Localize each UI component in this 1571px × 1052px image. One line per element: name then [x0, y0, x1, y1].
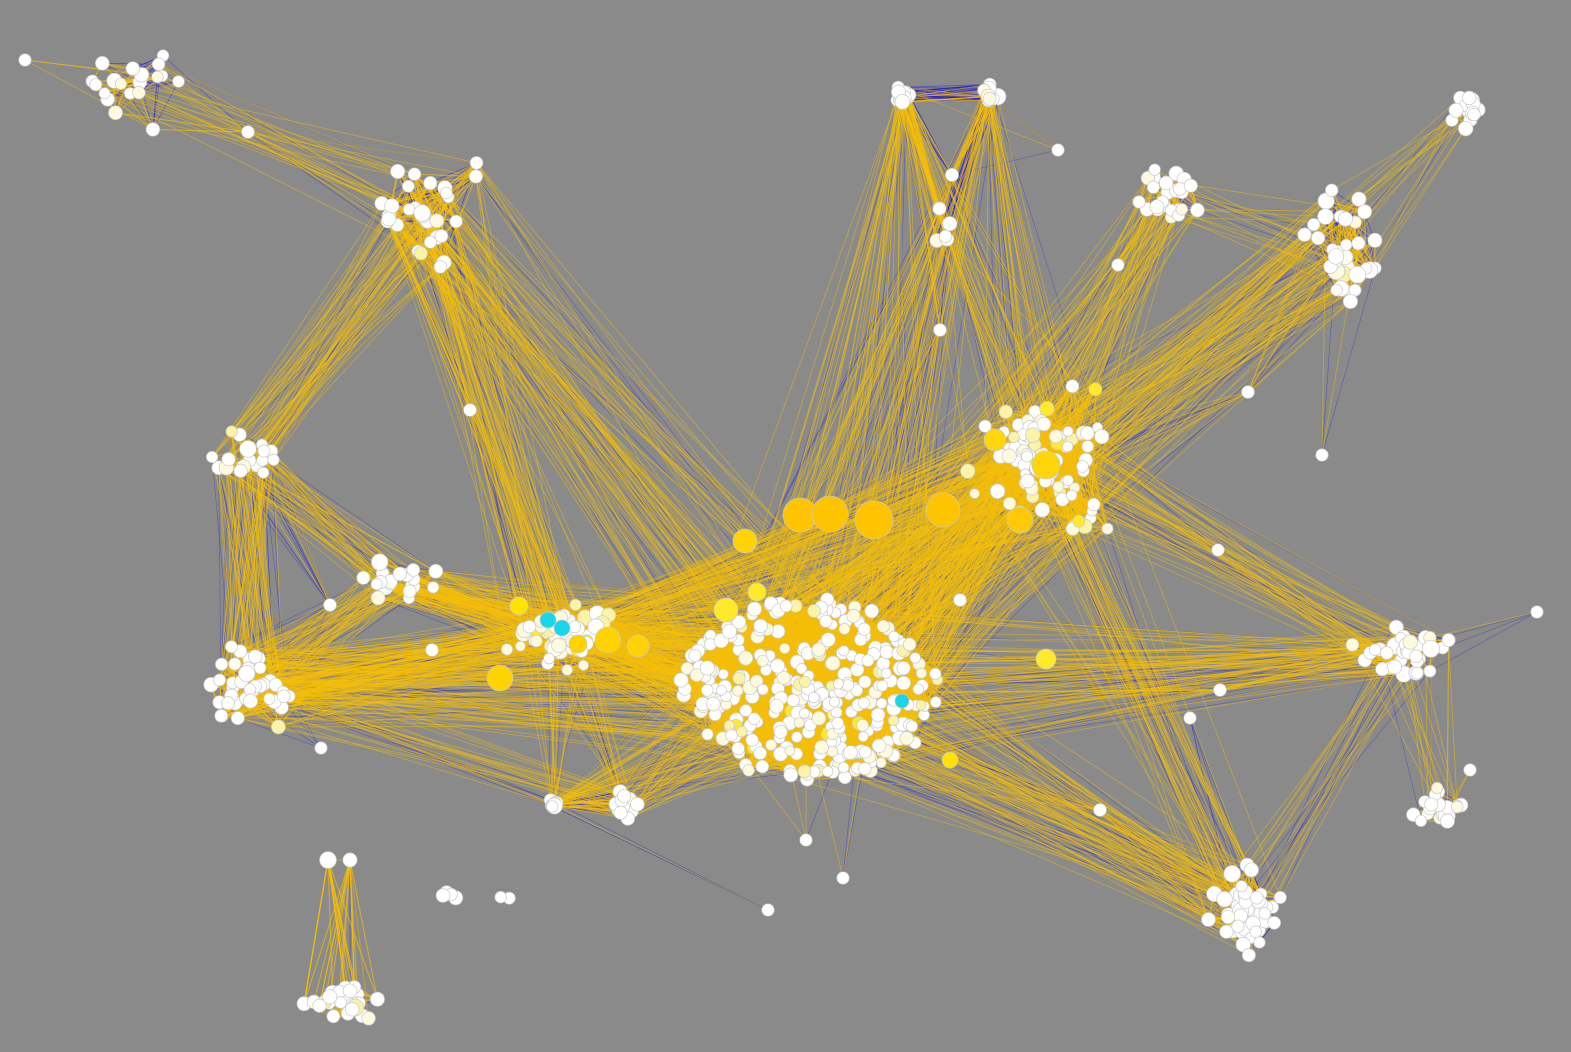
graph-edge: [1247, 256, 1346, 393]
graph-edge: [1016, 460, 1420, 660]
graph-edge: [898, 86, 989, 97]
graph-edge: [902, 100, 989, 103]
graph-edge: [906, 95, 938, 241]
graph-edge: [1008, 447, 1257, 898]
graph-edge: [114, 68, 134, 113]
graph-edge: [444, 187, 875, 655]
graph-edge: [1321, 268, 1376, 456]
graph-edge: [430, 175, 476, 184]
graph-edge: [1051, 472, 1391, 668]
graph-edge: [414, 173, 476, 177]
graph-edge: [1071, 389, 1096, 440]
graph-edge: [989, 84, 1102, 437]
graph-edge: [944, 90, 985, 237]
graph-edge: [1260, 650, 1407, 895]
graph-edge: [1252, 649, 1381, 913]
graph-edge: [898, 87, 990, 89]
graph-edge: [1090, 391, 1249, 519]
graph-edge: [906, 91, 989, 97]
graph-edge: [556, 802, 769, 911]
graph-edge: [907, 83, 990, 98]
graph-edge: [247, 131, 388, 222]
graph-edge: [273, 459, 436, 572]
graph-edge: [152, 81, 179, 130]
graph-edge: [1429, 611, 1538, 672]
graph-edge: [902, 95, 989, 103]
graph-edge: [414, 174, 728, 627]
graph-edge: [898, 84, 990, 88]
